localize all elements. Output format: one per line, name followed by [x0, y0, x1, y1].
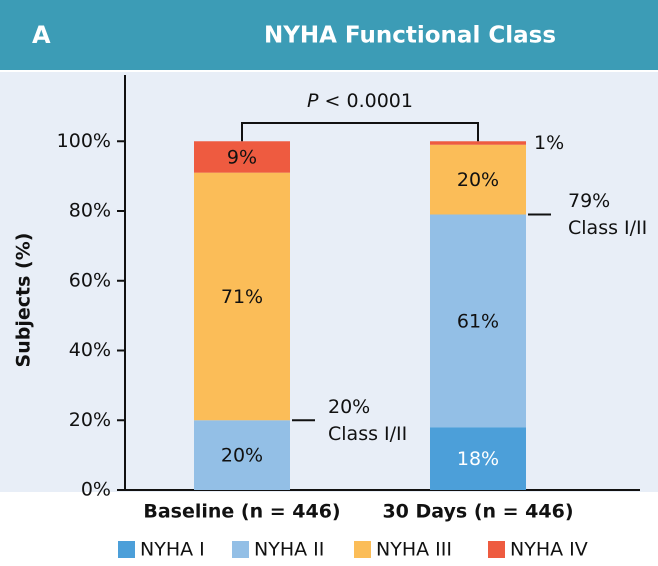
bar-segment	[430, 214, 526, 428]
annotation-value: 20%	[328, 396, 370, 418]
annotation-text: Class I/II	[328, 423, 407, 445]
legend-label: NYHA IV	[510, 539, 588, 561]
p-symbol: P	[307, 90, 319, 112]
p-text: < 0.0001	[325, 90, 413, 112]
value-label: 20%	[457, 169, 499, 191]
value-label: 18%	[457, 448, 499, 470]
annotation-text: Class I/II	[568, 217, 647, 239]
x-tick-label: Baseline (n = 446)	[143, 501, 340, 523]
legend-label: NYHA I	[140, 539, 205, 561]
bar-segment	[194, 141, 290, 173]
legend-swatch	[354, 541, 371, 558]
bar-segment	[430, 141, 526, 145]
p-bracket	[241, 122, 479, 142]
y-tick-label: 0%	[81, 479, 111, 501]
y-tick-label: 80%	[69, 200, 111, 222]
value-label: 20%	[221, 445, 263, 467]
y-tick-label: 60%	[69, 269, 111, 291]
bar-segment	[194, 420, 290, 490]
y-tick-label: 40%	[69, 339, 111, 361]
panel-label: A	[32, 21, 51, 49]
legend-swatch	[232, 541, 249, 558]
value-label: 71%	[221, 286, 263, 308]
annotation-value: 79%	[568, 190, 610, 212]
value-label: 1%	[534, 132, 564, 154]
legend-label: NYHA II	[254, 539, 324, 561]
chart-title: NYHA Functional Class	[264, 23, 556, 49]
value-label: 61%	[457, 310, 499, 332]
y-tick-label: 20%	[69, 409, 111, 431]
p-value: P < 0.0001	[307, 90, 413, 112]
plot-background	[0, 72, 658, 492]
value-label: 9%	[227, 146, 257, 168]
header-band	[0, 0, 658, 70]
y-axis-label: Subjects (%)	[13, 233, 35, 368]
legend-swatch	[488, 541, 505, 558]
y-tick-label: 100%	[57, 130, 111, 152]
bar-segment	[430, 144, 526, 215]
legend-label: NYHA III	[376, 539, 452, 561]
legend-swatch	[118, 541, 135, 558]
bar-segment	[194, 172, 290, 421]
bar-segment	[430, 427, 526, 490]
x-tick-label: 30 Days (n = 446)	[382, 501, 573, 523]
